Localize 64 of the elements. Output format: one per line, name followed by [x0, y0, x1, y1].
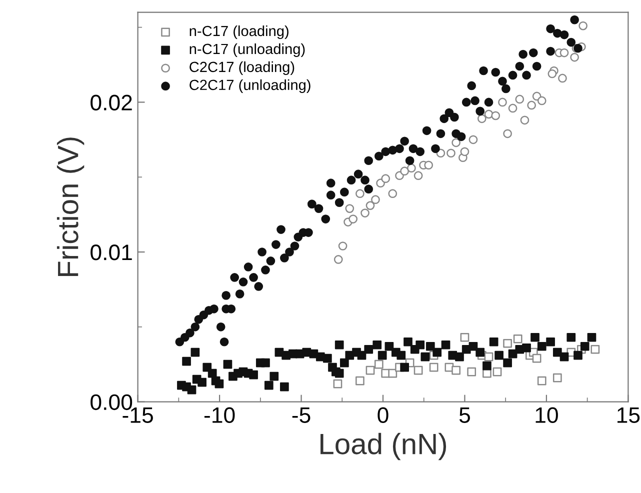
point: [560, 48, 569, 58]
point: [513, 334, 522, 344]
point: [558, 74, 567, 83]
point: [578, 21, 588, 30]
point: [503, 338, 512, 348]
point: [477, 114, 486, 124]
point: [548, 69, 557, 78]
x-tick-label: -5: [292, 407, 310, 423]
point: [452, 138, 460, 148]
x-tick-label: 15: [618, 407, 640, 423]
point: [520, 116, 530, 125]
point: [333, 379, 342, 388]
y-axis-title: Friction (V): [56, 138, 84, 276]
point: [491, 111, 500, 120]
legend-label: n-C17 (loading): [190, 25, 288, 40]
point: [552, 373, 562, 382]
x-axis-title: Load (nN): [320, 432, 446, 460]
point: [467, 367, 476, 376]
point: [492, 367, 502, 376]
point: [338, 242, 348, 250]
point: [388, 189, 398, 198]
point: [537, 376, 546, 386]
y-tick-label: 0.02: [90, 94, 132, 110]
point: [356, 189, 364, 198]
point: [400, 166, 409, 176]
point: [468, 135, 478, 144]
point: [388, 368, 398, 378]
point: [503, 129, 512, 138]
point: [424, 160, 434, 170]
point: [498, 98, 507, 107]
point: [414, 171, 423, 180]
x-tick-label: 5: [459, 407, 470, 423]
point: [360, 208, 370, 218]
point: [407, 164, 416, 173]
x-tick-label: -10: [204, 407, 235, 423]
point: [446, 148, 456, 158]
point: [374, 360, 384, 369]
point: [460, 147, 470, 156]
point: [334, 255, 343, 264]
point: [527, 100, 536, 110]
point: [414, 366, 423, 375]
point: [356, 376, 364, 386]
point: [460, 332, 470, 342]
point: [515, 94, 524, 104]
point: [366, 366, 375, 375]
point: [429, 362, 438, 372]
legend-label: C2C17 (unloading): [190, 79, 310, 93]
point: [484, 352, 494, 362]
x-tick-label: 10: [536, 407, 558, 423]
point: [532, 354, 542, 363]
point: [366, 201, 375, 210]
legend-label: n-C17 (unloading): [190, 43, 305, 58]
point: [508, 104, 518, 113]
point: [537, 96, 546, 106]
point: [590, 344, 600, 354]
point: [452, 366, 460, 375]
x-tick-label: 0: [378, 407, 388, 423]
point: [570, 52, 579, 62]
y-tick-label: 0.01: [90, 244, 132, 260]
point: [381, 174, 390, 184]
point: [371, 195, 380, 204]
legend-label: C2C17 (loading): [190, 61, 294, 75]
point: [345, 204, 354, 213]
point: [348, 214, 358, 224]
